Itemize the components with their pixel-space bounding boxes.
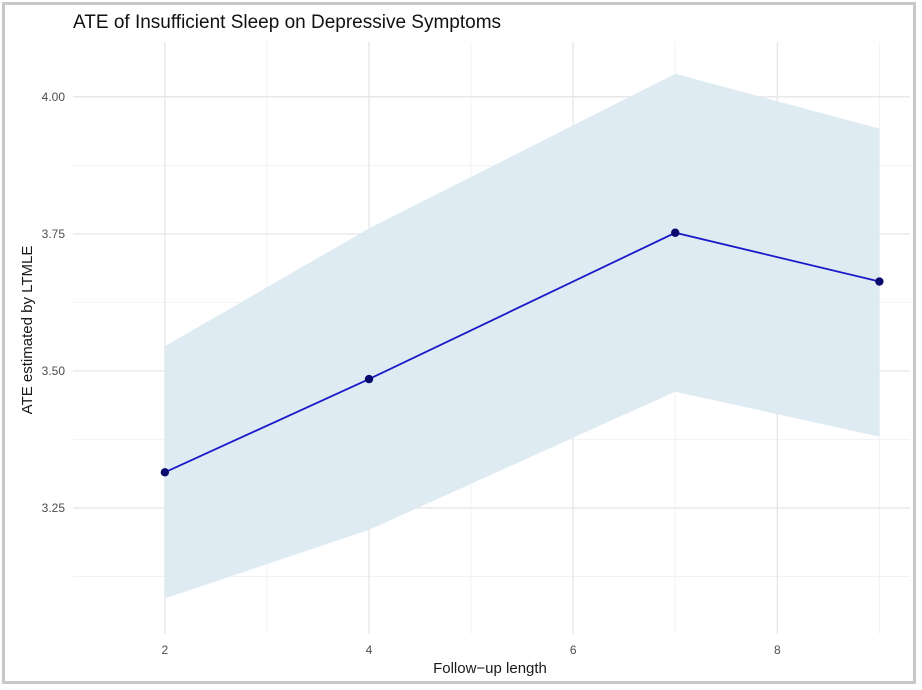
y-tick-label: 3.25 bbox=[42, 501, 66, 515]
data-point bbox=[671, 228, 680, 237]
data-point bbox=[875, 277, 884, 286]
y-axis-label: ATE estimated by LTMLE bbox=[19, 246, 36, 415]
y-tick-label: 4.00 bbox=[42, 90, 66, 104]
y-tick-label: 3.50 bbox=[42, 364, 66, 378]
y-tick-label: 3.75 bbox=[42, 227, 66, 241]
x-axis-label: Follow−up length bbox=[433, 660, 547, 677]
points-layer bbox=[160, 228, 884, 477]
x-tick-label: 4 bbox=[366, 643, 373, 657]
confidence-band bbox=[164, 73, 880, 599]
data-point bbox=[160, 468, 170, 477]
x-tick-label: 8 bbox=[774, 643, 781, 657]
x-tick-labels: 2 4 6 8 bbox=[162, 643, 781, 657]
series-line bbox=[164, 231, 880, 474]
x-tick-label: 6 bbox=[570, 643, 577, 657]
chart-title: ATE of Insufficient Sleep on Depressive … bbox=[73, 12, 501, 33]
line-layer bbox=[164, 231, 880, 474]
data-point bbox=[364, 374, 374, 384]
y-tick-labels: 3.25 3.50 3.75 4.00 bbox=[42, 90, 66, 515]
x-tick-label: 2 bbox=[162, 643, 169, 657]
confidence-band-layer bbox=[164, 73, 880, 599]
